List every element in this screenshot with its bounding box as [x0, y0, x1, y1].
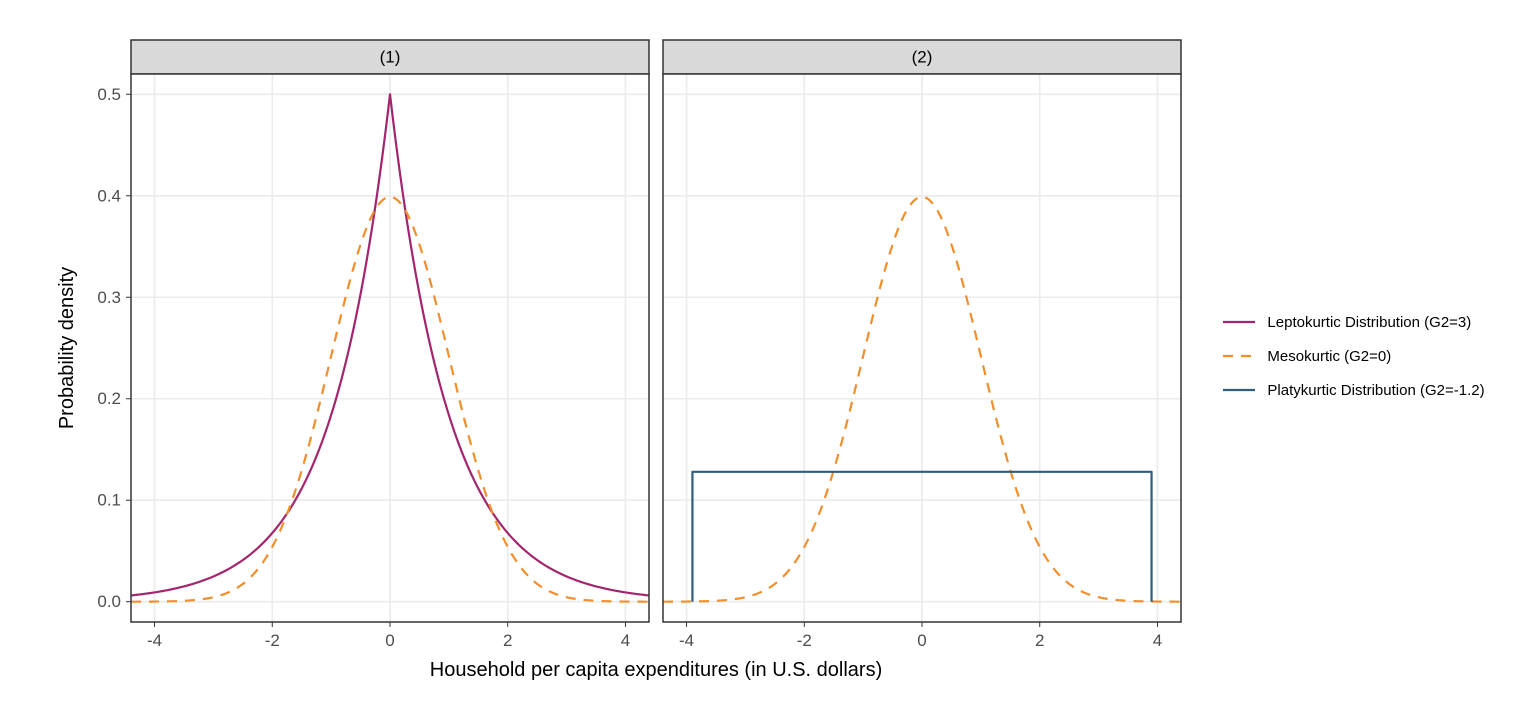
y-tick-label: 0.0 [98, 592, 122, 611]
y-tick-label: 0.1 [98, 491, 122, 510]
x-tick-label: -4 [147, 631, 162, 650]
facet-label: (1) [380, 48, 401, 67]
x-tick-label: 4 [1153, 631, 1162, 650]
x-tick-label: 0 [918, 631, 927, 650]
legend-item-leptokurtic: Leptokurtic Distribution (G2=3) [1221, 312, 1484, 332]
x-tick-label: 2 [1035, 631, 1044, 650]
legend: Leptokurtic Distribution (G2=3) Mesokurti… [1221, 298, 1484, 414]
legend-label: Platykurtic Distribution (G2=-1.2) [1267, 382, 1484, 399]
x-tick-label: 2 [503, 631, 512, 650]
y-tick-label: 0.2 [98, 389, 122, 408]
x-axis-title: Household per capita expenditures (in U.… [430, 659, 882, 681]
legend-label: Leptokurtic Distribution (G2=3) [1267, 314, 1471, 331]
legend-swatch [1221, 380, 1257, 400]
legend-label: Mesokurtic (G2=0) [1267, 348, 1391, 365]
x-tick-label: 4 [621, 631, 630, 650]
legend-swatch [1221, 312, 1257, 332]
y-tick-label: 0.4 [98, 186, 122, 205]
y-tick-label: 0.3 [98, 288, 122, 307]
x-tick-label: 0 [386, 631, 395, 650]
legend-item-platykurtic: Platykurtic Distribution (G2=-1.2) [1221, 380, 1484, 400]
y-tick-label: 0.5 [98, 85, 122, 104]
facet-label: (2) [912, 48, 933, 67]
x-tick-label: -2 [797, 631, 812, 650]
x-tick-label: -2 [265, 631, 280, 650]
y-axis-title: Probability density [56, 267, 78, 429]
legend-item-mesokurtic: Mesokurtic (G2=0) [1221, 346, 1484, 366]
x-tick-label: -4 [679, 631, 694, 650]
chart-svg: (1) -4 -2 0 2 4 0.0 0.1 0.2 0.3 0.4 0.5 (2) -4 -2 0 2 4 Pr… [51, 20, 1191, 692]
kurtosis-figure: (1) -4 -2 0 2 4 0.0 0.1 0.2 0.3 0.4 0.5 (2) -4 -2 0 2 4 Pr… [51, 20, 1484, 692]
legend-swatch [1221, 346, 1257, 366]
